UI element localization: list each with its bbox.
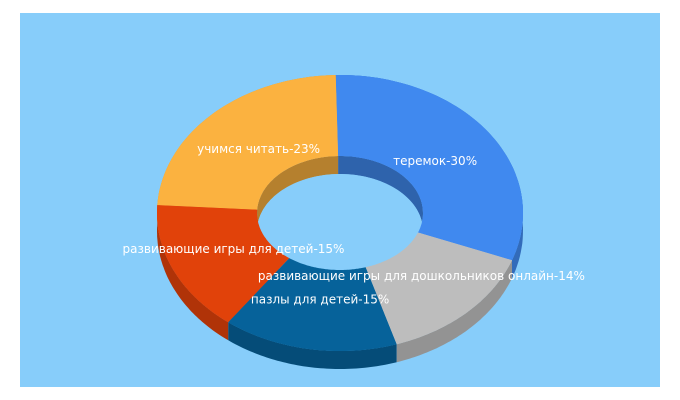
slice-inner-wall-0 xyxy=(338,156,423,251)
donut-tops xyxy=(157,75,523,351)
slice-top-3 xyxy=(228,258,397,351)
slice-label-1: учимся читать-23% xyxy=(197,142,320,156)
slice-side-3 xyxy=(228,322,397,369)
slice-label-4: развивающие игры для дошкольников онлайн… xyxy=(258,269,585,283)
slice-side-2 xyxy=(157,205,229,341)
slice-top-1 xyxy=(157,75,339,210)
chart-area: теремок-30% учимся читать-23% развивающие … xyxy=(20,13,660,387)
slice-side-4 xyxy=(396,260,512,363)
slice-label-0: теремок-30% xyxy=(393,154,477,168)
slice-label-3: пазлы для детей-15% xyxy=(251,293,389,307)
slice-top-4 xyxy=(365,232,512,345)
slice-label-2: развивающие игры для детей-15% xyxy=(123,242,345,256)
donut-hole xyxy=(257,174,423,288)
slice-top-0 xyxy=(335,75,523,261)
donut-chart: теремок-30% учимся читать-23% развивающие … xyxy=(123,75,585,369)
slice-top-2 xyxy=(157,205,290,323)
donut-labels: теремок-30% учимся читать-23% развивающие … xyxy=(123,142,585,307)
slice-inner-wall-1 xyxy=(257,156,339,228)
